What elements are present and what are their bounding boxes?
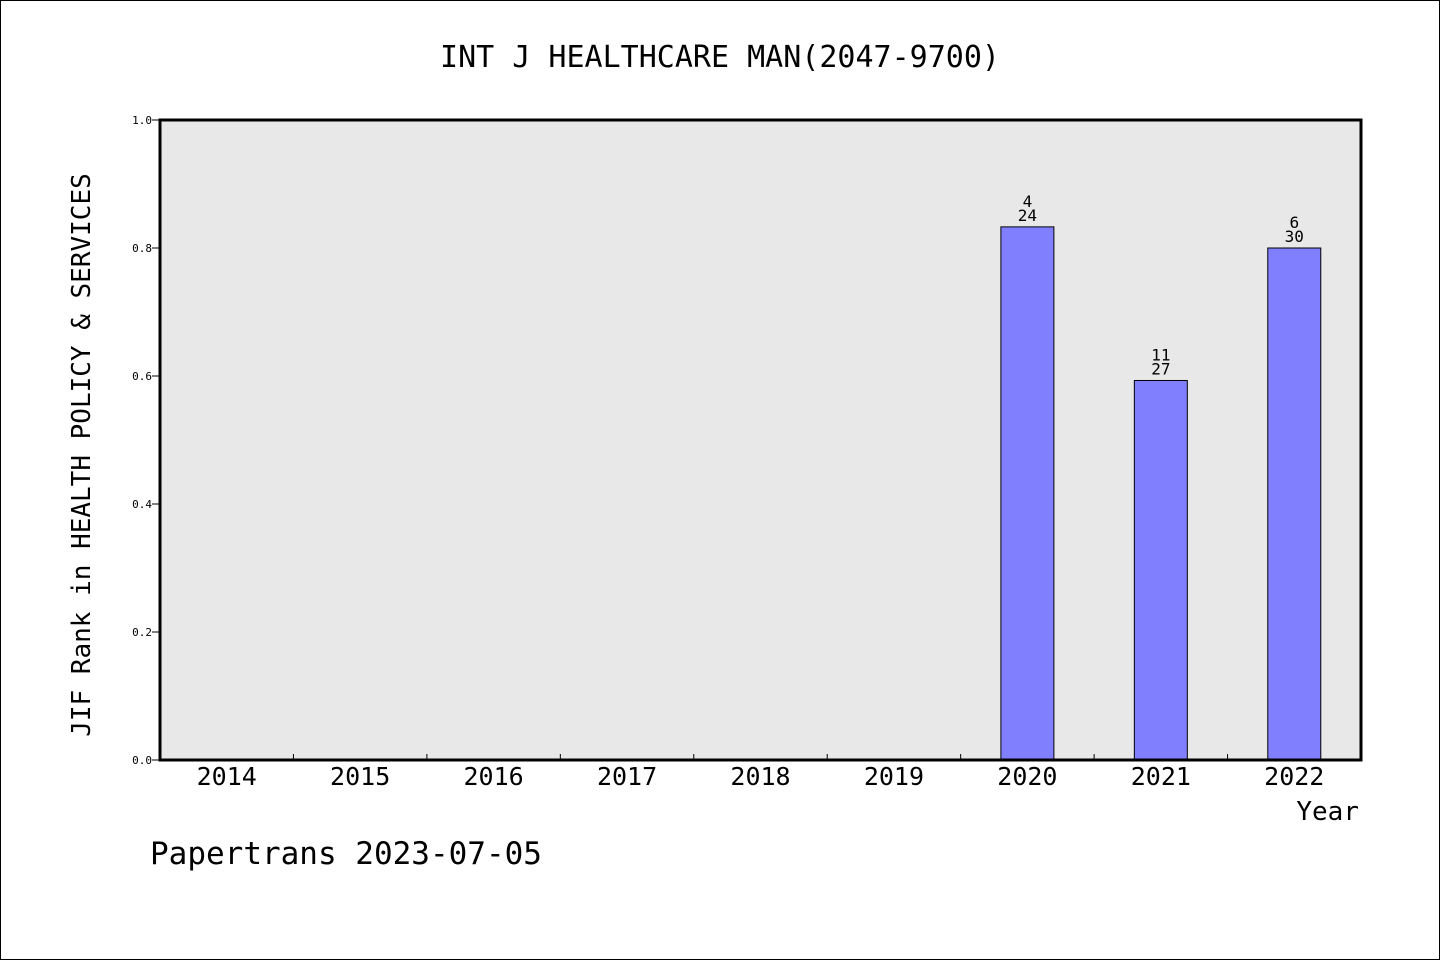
x-tick-label-2016: 2016 bbox=[464, 762, 524, 791]
y-axis-label: JIF Rank in HEALTH POLICY & SERVICES bbox=[67, 173, 97, 737]
bar-2020 bbox=[1000, 226, 1055, 761]
x-tick-label-2018: 2018 bbox=[730, 762, 790, 791]
chart-title: INT J HEALTHCARE MAN(2047-9700) bbox=[440, 40, 1000, 75]
y-tick-label-1.0: 1.0 bbox=[132, 114, 152, 127]
bar-rank-label-2020: 4 bbox=[1023, 192, 1033, 211]
bar-rank-label-2021: 11 bbox=[1151, 345, 1170, 364]
bars-group bbox=[1000, 226, 1322, 761]
x-tick-label-2021: 2021 bbox=[1131, 762, 1191, 791]
bar-rank-label-2022: 6 bbox=[1289, 213, 1299, 232]
x-tick-label-2017: 2017 bbox=[597, 762, 657, 791]
x-tick-label-2022: 2022 bbox=[1264, 762, 1324, 791]
y-tick-label-0.2: 0.2 bbox=[132, 626, 152, 639]
footer-text: Papertrans 2023-07-05 bbox=[150, 836, 542, 872]
plot-border bbox=[158, 118, 1363, 762]
y-tick-label-0.6: 0.6 bbox=[132, 370, 152, 383]
bar-total-label-2021: 27 bbox=[1151, 359, 1170, 378]
y-tick-label-0.0: 0.0 bbox=[132, 754, 152, 767]
bar-total-label-2022: 30 bbox=[1285, 227, 1304, 246]
x-tick-label-2019: 2019 bbox=[864, 762, 924, 791]
x-axis: 2014 2015 2016 2017 2018 2019 2020 2021 2022 bbox=[197, 754, 1324, 791]
bar-total-label-2020: 24 bbox=[1018, 206, 1037, 225]
bar-2022 bbox=[1267, 247, 1322, 761]
y-axis: 0.0 0.2 0.4 0.6 0.8 1.0 bbox=[132, 114, 160, 767]
x-axis-label: Year bbox=[1296, 797, 1359, 827]
y-tick-label-0.4: 0.4 bbox=[132, 498, 152, 511]
bar-2021 bbox=[1133, 379, 1188, 761]
x-tick-label-2015: 2015 bbox=[330, 762, 390, 791]
x-tick-label-2014: 2014 bbox=[197, 762, 257, 791]
y-tick-label-0.8: 0.8 bbox=[132, 242, 152, 255]
x-tick-label-2020: 2020 bbox=[997, 762, 1057, 791]
